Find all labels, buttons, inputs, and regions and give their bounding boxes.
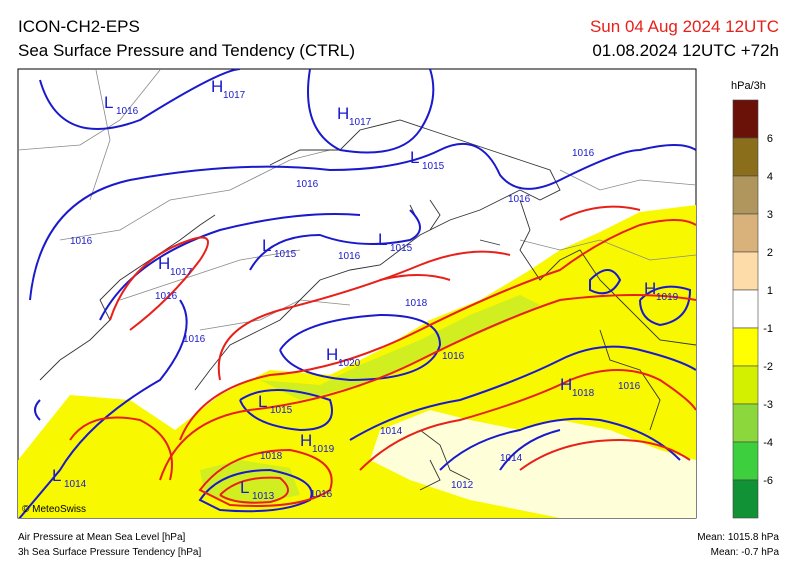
center-letter: L <box>258 392 267 411</box>
legend-label: 6 <box>767 133 773 145</box>
center-value: 1015 <box>270 405 293 416</box>
center-letter: L <box>104 93 113 112</box>
isobar-label: 1016 <box>618 381 641 392</box>
center-letter: L <box>240 478 249 497</box>
footer: © MeteoSwiss Air Pressure at Mean Sea Le… <box>18 504 779 558</box>
legend-swatch <box>732 365 759 405</box>
legend-swatch <box>732 175 759 215</box>
isobar-label: 1016 <box>572 148 595 159</box>
isobar-label: 1018 <box>260 451 283 462</box>
legend-swatch <box>732 441 759 481</box>
center-value: 1019 <box>656 292 679 303</box>
center-value: 1017 <box>349 117 372 128</box>
center-value: 1015 <box>274 249 297 260</box>
legend-swatch <box>732 479 759 519</box>
isobar-label: 1016 <box>155 291 178 302</box>
legend-swatch <box>732 213 759 253</box>
center-value: 1017 <box>170 267 193 278</box>
legend: hPa/3h 6 4 3 2 1 -1 -2 -3 -4 -6 <box>731 80 773 519</box>
center-letter: H <box>644 279 656 298</box>
isobar-label: 1016 <box>296 179 319 190</box>
legend-label: -4 <box>763 437 773 449</box>
legend-label: -6 <box>763 475 773 487</box>
center-letter: H <box>560 375 572 394</box>
legend-label: 1 <box>767 285 773 297</box>
center-letter: H <box>300 431 312 450</box>
center-value: 1017 <box>223 90 246 101</box>
legend-label: -1 <box>763 323 773 335</box>
legend-label: -3 <box>763 399 773 411</box>
isobar-label: 1014 <box>380 426 403 437</box>
legend-unit: hPa/3h <box>731 80 766 92</box>
center-value: 1014 <box>64 479 87 490</box>
center-value: 1020 <box>338 358 361 369</box>
center-value: 1015 <box>422 161 445 172</box>
footer-line-2: 3h Sea Surface Pressure Tendency [hPa] <box>18 547 201 558</box>
center-letter: H <box>158 254 170 273</box>
product-title: Sea Surface Pressure and Tendency (CTRL) <box>18 41 355 60</box>
legend-swatch <box>732 99 759 139</box>
legend-label: 4 <box>767 171 773 183</box>
legend-label: -2 <box>763 361 773 373</box>
legend-swatch <box>732 327 759 367</box>
valid-time: Sun 04 Aug 2024 12UTC <box>590 17 779 36</box>
isobar-label: 1014 <box>500 453 523 464</box>
header: ICON-CH2-EPS Sea Surface Pressure and Te… <box>18 17 779 60</box>
center-value: 1013 <box>252 491 275 502</box>
isobar-label: 1016 <box>70 236 93 247</box>
credit: © MeteoSwiss <box>22 504 86 515</box>
mean-pressure: Mean: 1015.8 hPa <box>697 532 779 543</box>
legend-swatch <box>732 137 759 177</box>
center-letter: H <box>326 345 338 364</box>
center-letter: H <box>337 104 349 123</box>
isobar-label: 1016 <box>338 251 361 262</box>
isobar-label: 1016 <box>310 489 333 500</box>
isobar-label: 1018 <box>405 298 428 309</box>
map-content <box>18 69 696 518</box>
mean-tendency: Mean: -0.7 hPa <box>711 547 780 558</box>
legend-swatch <box>732 251 759 291</box>
legend-swatch <box>732 403 759 443</box>
model-title: ICON-CH2-EPS <box>18 17 140 36</box>
center-value: 1018 <box>572 388 595 399</box>
legend-label: 3 <box>767 209 773 221</box>
center-letter: L <box>378 230 387 249</box>
center-value: 1015 <box>390 243 413 254</box>
center-letter: L <box>262 236 271 255</box>
isobar-label: 1016 <box>442 351 465 362</box>
footer-line-1: Air Pressure at Mean Sea Level [hPa] <box>18 532 186 543</box>
isobar-label: 1016 <box>183 334 206 345</box>
center-value: 1016 <box>116 106 139 117</box>
center-letter: H <box>211 77 223 96</box>
center-value: 1019 <box>312 444 335 455</box>
isobar-label: 1012 <box>451 480 474 491</box>
legend-label: 2 <box>767 247 773 259</box>
legend-swatch <box>732 289 759 329</box>
center-letter: L <box>52 466 61 485</box>
run-time: 01.08.2024 12UTC +72h <box>592 41 779 60</box>
isobar-label: 1016 <box>508 194 531 205</box>
center-letter: L <box>410 148 419 167</box>
